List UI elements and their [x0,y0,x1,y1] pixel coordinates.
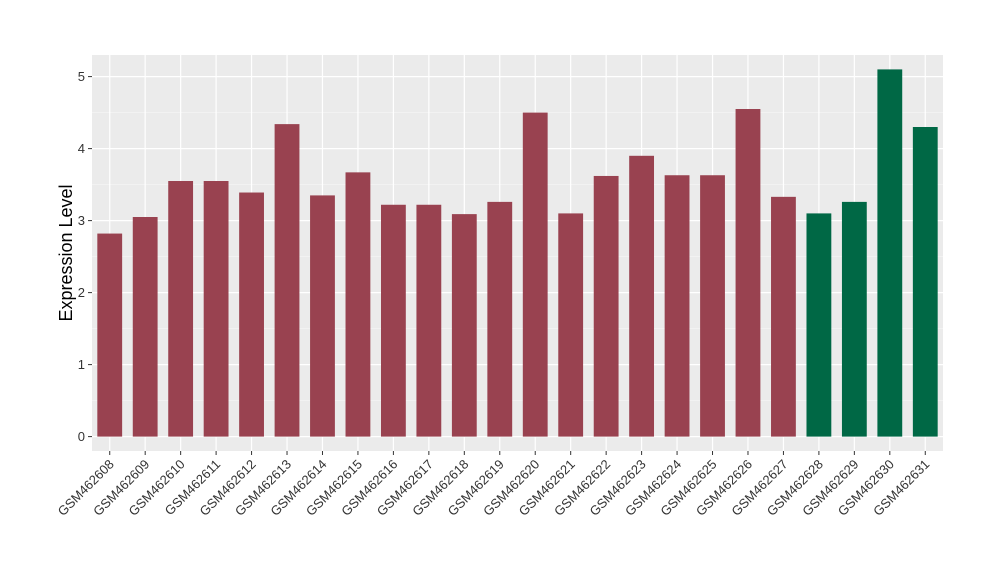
bar-GSM462628 [806,213,832,437]
bar-GSM462627 [771,196,796,437]
bar-GSM462622 [593,175,619,437]
bar-GSM462621 [558,213,584,437]
bar-GSM462624 [664,175,690,437]
bar-GSM462626 [735,109,761,437]
bar-GSM462611 [203,181,229,437]
y-tick-label: 1 [78,357,85,372]
bar-GSM462620 [522,112,548,437]
y-axis: 0 1 2 3 4 5 [78,69,92,444]
plot-panel [92,55,943,451]
y-tick-label: 5 [78,69,85,84]
bar-GSM462623 [629,155,655,437]
x-axis: GSM462608GSM462609GSM462610GSM462611GSM4… [55,451,932,519]
bar-GSM462617 [416,204,442,437]
bar-GSM462608 [97,233,123,437]
y-tick-label: 4 [78,141,85,156]
y-tick-label: 0 [78,429,85,444]
bar-GSM462630 [877,69,903,437]
bar-GSM462614 [310,195,335,437]
bar-GSM462615 [345,172,371,437]
y-tick-label: 3 [78,213,85,228]
bar-GSM462613 [274,124,300,437]
bar-GSM462629 [841,201,867,437]
y-axis-title: Expression Level [56,184,76,321]
bars [97,69,938,437]
bar-GSM462619 [487,201,513,437]
bar-GSM462631 [912,127,938,437]
bar-GSM462616 [380,204,406,437]
y-tick-label: 2 [78,285,85,300]
bar-GSM462610 [168,181,194,437]
bar-GSM462612 [239,192,264,437]
bar-GSM462618 [451,214,477,437]
bar-GSM462625 [700,175,725,437]
bar-GSM462609 [132,217,158,437]
